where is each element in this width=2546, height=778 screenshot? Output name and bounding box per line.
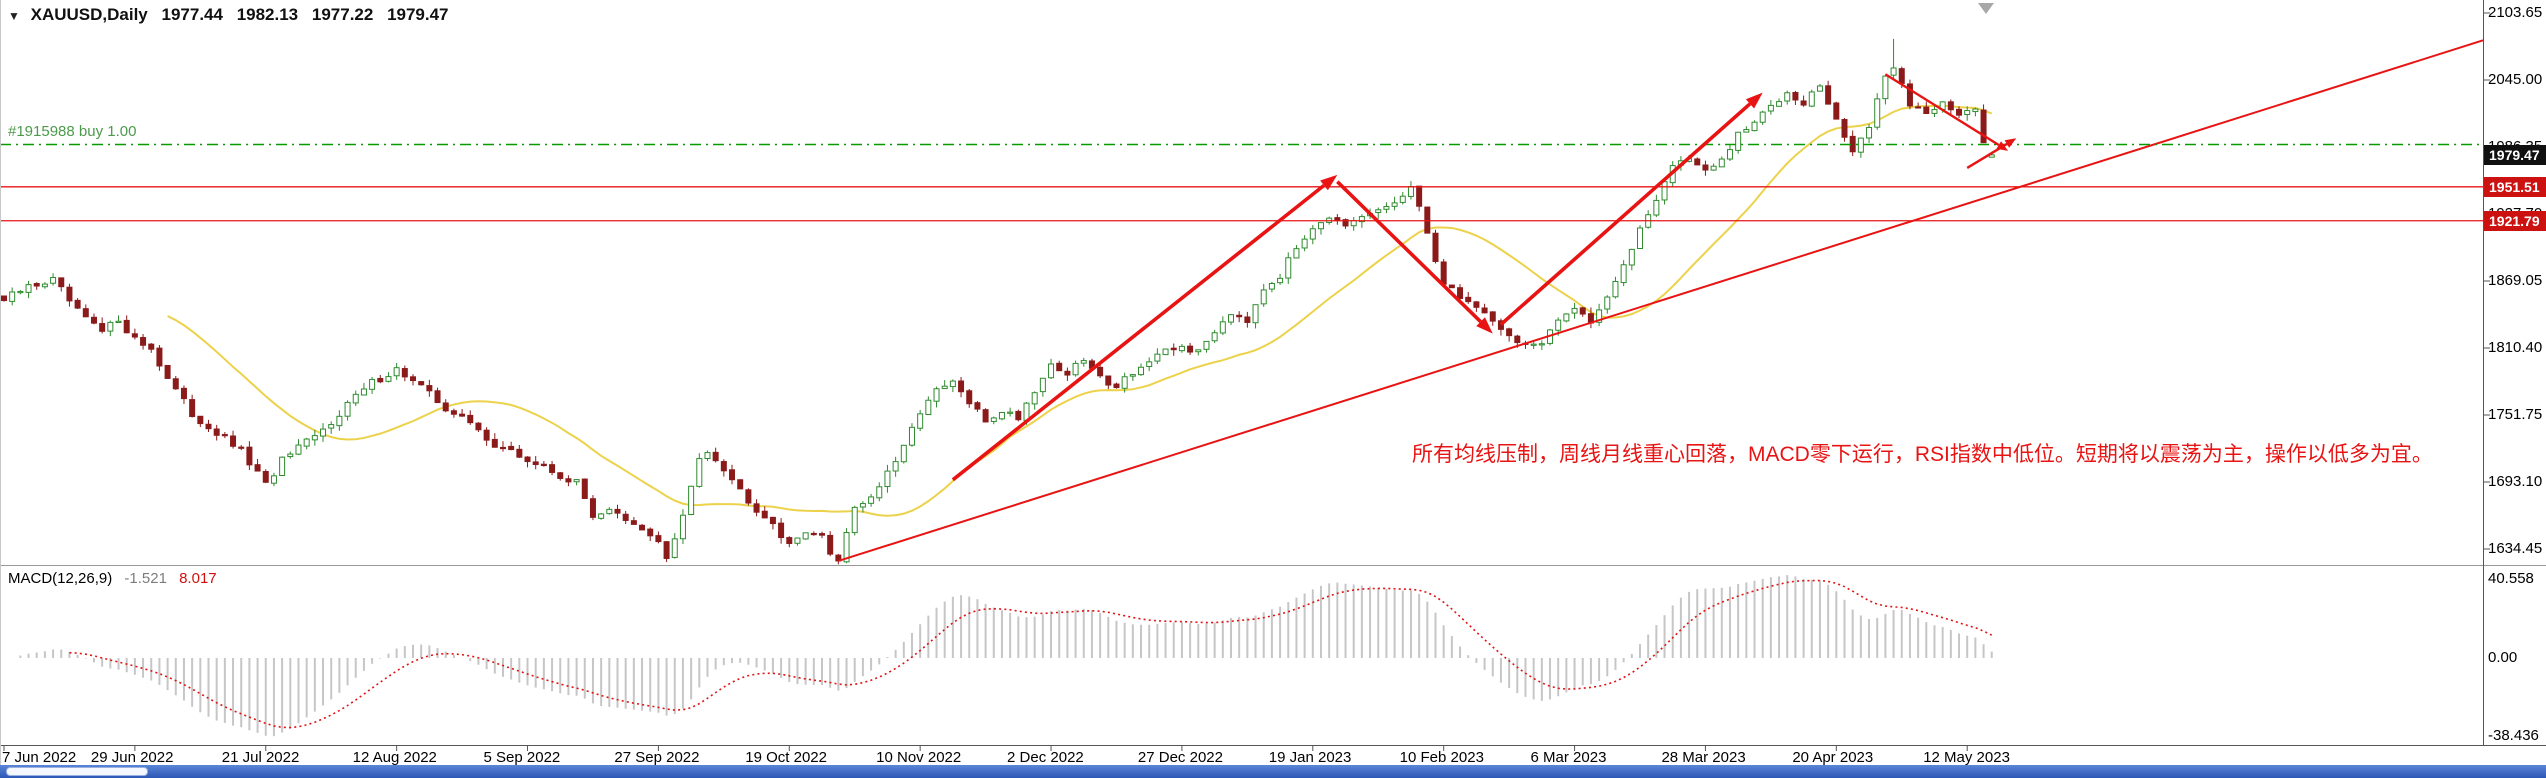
price-tick-label: 1693.10 [2488, 473, 2543, 490]
chart-objects[interactable] [0, 39, 2484, 562]
date-tick-label: 12 Aug 2022 [352, 749, 437, 766]
date-tick-label: 27 Sep 2022 [614, 749, 700, 766]
macd-max-label: 40.558 [2488, 570, 2534, 587]
horizontal-scrollbar[interactable] [0, 765, 2546, 778]
macd-zero-label: 0.00 [2488, 649, 2518, 666]
candlestick-series [1, 38, 1995, 565]
quote-line: ▼ XAUUSD,Daily 1977.44 1982.13 1977.22 1… [8, 5, 449, 25]
price-badge-level: 1921.79 [2484, 210, 2546, 231]
quote-low: 1977.22 [311, 5, 374, 24]
date-tick-label: 10 Feb 2023 [1399, 749, 1484, 766]
trend-arrow [1884, 73, 2000, 147]
macd-signal-value: 8.017 [179, 570, 217, 587]
date-tick-label: 6 Mar 2023 [1530, 749, 1607, 766]
moving-average-line [167, 104, 1993, 517]
trend-arrowhead [1476, 317, 1493, 334]
date-tick-label: 21 Jul 2022 [221, 749, 300, 766]
price-tick-label: 2103.65 [2488, 4, 2543, 21]
date-tick-label: 7 Jun 2022 [2, 749, 77, 766]
chart-frame [0, 0, 2546, 751]
trend-arrowhead [1320, 174, 1338, 191]
date-tick-label: 20 Apr 2023 [1792, 749, 1874, 766]
date-tick-label: 28 Mar 2023 [1661, 749, 1746, 766]
quote-high: 1982.13 [236, 5, 299, 24]
quote-open: 1977.44 [161, 5, 223, 24]
price-tick-label: 2045.00 [2488, 71, 2543, 88]
date-tick-label: 19 Jan 2023 [1268, 749, 1352, 766]
quote-close: 1979.47 [387, 5, 449, 24]
window-border [0, 0, 1, 765]
price-tick-label: 1634.45 [2488, 540, 2543, 557]
date-tick-label: 12 May 2023 [1923, 749, 2010, 766]
macd-histogram [19, 575, 1993, 737]
macd-signal-line [69, 579, 1993, 729]
trend-arrow [951, 183, 1326, 482]
date-tick-label: 27 Dec 2022 [1137, 749, 1223, 766]
price-tick-label: 1751.75 [2488, 406, 2543, 423]
date-tick-label: 29 Jun 2022 [90, 749, 174, 766]
macd-main-value: -1.521 [124, 570, 167, 587]
price-badge-current: 1979.47 [2484, 144, 2546, 165]
macd-indicator-label: MACD(12,26,9) -1.521 8.017 [8, 570, 217, 587]
ascending-trendline [838, 39, 2484, 562]
price-tick-label: 1810.40 [2488, 339, 2543, 356]
date-tick-label: 10 Nov 2022 [876, 749, 962, 766]
position-label: #1915988 buy 1.00 [8, 122, 137, 140]
date-tick-label: 2 Dec 2022 [1007, 749, 1084, 766]
trend-arrowhead [1745, 92, 1763, 109]
trend-arrow [1966, 142, 2008, 169]
analysis-annotation: 所有均线压制，周线月线重心回落，MACD零下运行，RSI指数中低位。短期将以震荡… [1412, 443, 2433, 466]
date-tick-label: 5 Sep 2022 [483, 749, 561, 766]
price-tick-label: 1869.05 [2488, 272, 2543, 289]
scrollbar-thumb[interactable] [6, 767, 148, 776]
trend-arrow [1499, 102, 1752, 326]
trend-arrow [1336, 180, 1482, 324]
price-badge-level: 1951.51 [2484, 176, 2546, 197]
macd-min-label: -38.436 [2488, 727, 2539, 744]
collapse-icon[interactable]: ▼ [8, 9, 20, 23]
date-tick-label: 19 Oct 2022 [745, 749, 827, 766]
macd-name: MACD(12,26,9) [8, 570, 113, 587]
chart-shift-marker[interactable] [1978, 3, 1994, 14]
symbol-period-label: XAUUSD,Daily [30, 5, 148, 24]
trend-arrowhead [2004, 138, 2017, 148]
